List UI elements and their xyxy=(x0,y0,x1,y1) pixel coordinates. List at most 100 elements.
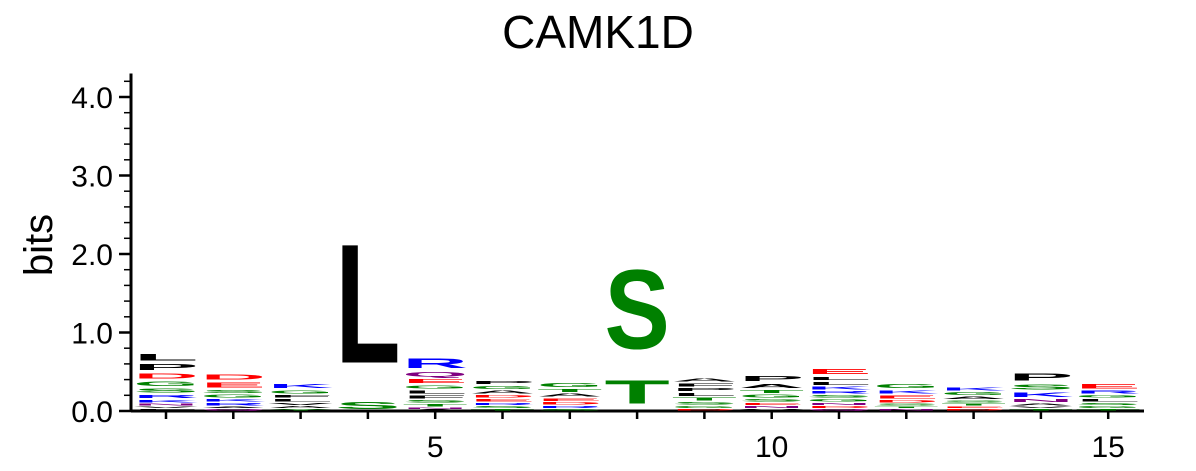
y-tick-label: 2.0 xyxy=(71,239,113,272)
logo-letter: E xyxy=(874,394,939,399)
y-tick-label: 1.0 xyxy=(71,318,113,351)
logo-letter: L xyxy=(806,376,871,381)
logo-letter: A xyxy=(268,405,333,408)
logo-letter: A xyxy=(537,393,602,398)
logo-letter: G xyxy=(739,394,804,399)
logo-letter: R xyxy=(1076,390,1141,395)
logo-letter: E xyxy=(806,368,871,376)
logo-letter: T xyxy=(874,406,939,408)
logo-letter: S xyxy=(537,409,602,411)
logo-letter: F xyxy=(403,395,468,400)
logo-letter: Q xyxy=(806,409,871,411)
logo-letter: Q xyxy=(201,409,266,411)
logo-letter: T xyxy=(604,373,669,411)
logo-letter: D xyxy=(672,409,737,411)
logo-letter: E xyxy=(941,406,1006,408)
logo-letter: F xyxy=(133,409,198,411)
logo-letter: S xyxy=(874,403,939,406)
logo-letter: S xyxy=(201,389,266,394)
logo-letter: R xyxy=(470,402,535,405)
logo-letter: Y xyxy=(268,409,333,411)
chart-title: CAMK1D xyxy=(502,6,694,58)
x-tick-label: 15 xyxy=(1092,431,1125,464)
y-tick-label: 4.0 xyxy=(71,82,113,115)
logo-letter: L xyxy=(403,390,468,395)
logo-letter: K xyxy=(201,398,266,402)
logo-letter: R xyxy=(403,355,468,371)
logo-letter: K xyxy=(941,387,1006,392)
logo-letter: L xyxy=(672,392,737,397)
logo-letter: S xyxy=(604,247,669,373)
logo-letter: L xyxy=(806,381,871,386)
logo-letter: R xyxy=(133,394,198,400)
logo-letter: G xyxy=(806,398,871,402)
logo-letter: V xyxy=(133,406,198,408)
logo-letter: P xyxy=(133,362,198,371)
logo-letter: S xyxy=(1008,383,1073,392)
logo-letter: S xyxy=(470,405,535,408)
logo-letter: G xyxy=(672,405,737,408)
logo-letter: S xyxy=(806,394,871,398)
logo-letter: L xyxy=(1076,398,1141,402)
logo-letter: E xyxy=(403,378,468,384)
logo-letter: G xyxy=(268,389,333,395)
logo-letter: T xyxy=(403,403,468,407)
logo-letter: P xyxy=(470,380,535,386)
logo-letter: S xyxy=(133,387,198,393)
logo-letter: S xyxy=(1076,402,1141,405)
logo-letter: K xyxy=(133,399,198,403)
logo-letter: G xyxy=(133,380,198,387)
logo-letter: G xyxy=(201,394,266,399)
logo-letter: G xyxy=(537,382,602,388)
logo-letter: E xyxy=(1076,383,1141,390)
logo-letter: L xyxy=(335,209,400,399)
logo-letter: S xyxy=(739,398,804,402)
logo-letter: V xyxy=(268,402,333,405)
logo-letter: F xyxy=(268,395,333,399)
logo-letter: S xyxy=(672,402,737,406)
logo-letter: A xyxy=(739,383,804,389)
logo-letter: T xyxy=(1008,409,1073,411)
y-tick-label: 3.0 xyxy=(71,161,113,194)
logo-letter: S xyxy=(403,399,468,403)
y-tick-label: 0.0 xyxy=(71,396,113,429)
logo-letter: D xyxy=(201,373,266,382)
logo-letter: N xyxy=(874,409,939,411)
logo-letter: A xyxy=(470,390,535,395)
logo-letter: A xyxy=(403,409,468,411)
y-axis-label: bits xyxy=(17,214,61,276)
logo-letter: N xyxy=(403,407,468,409)
logo-letter: D xyxy=(537,402,602,406)
logo-letter: G xyxy=(403,384,468,390)
x-tick-label: 10 xyxy=(755,431,788,464)
x-tick-label: 5 xyxy=(427,431,444,464)
logo-letter: E xyxy=(739,402,804,405)
logo-letter: V xyxy=(739,409,804,411)
logo-column: SL xyxy=(335,209,400,411)
logo-letter: P xyxy=(739,375,804,383)
logo-letter: D xyxy=(874,399,939,403)
logo-letter: T xyxy=(537,388,602,393)
x-axis: 5 10 15 xyxy=(131,409,1144,464)
logo-letter: T xyxy=(941,403,1006,406)
logo-letter: T xyxy=(739,389,804,394)
logo-letter: G xyxy=(1076,405,1141,408)
logo-letter: T xyxy=(672,397,737,402)
logo-letter: D xyxy=(133,372,198,381)
logo-letter: Q xyxy=(403,371,468,378)
logo-letter: D xyxy=(941,409,1006,411)
logo-letter: G xyxy=(470,385,535,390)
logo-letter: N xyxy=(806,402,871,405)
